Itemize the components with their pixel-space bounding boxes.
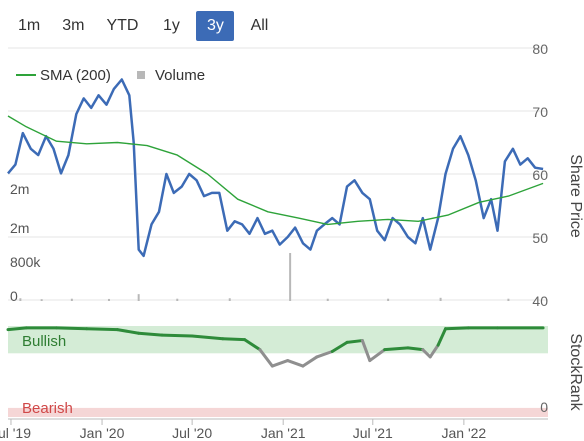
stockrank-line-segment: [221, 337, 247, 342]
stockrank-line-segment: [160, 333, 194, 338]
bearish-band: [8, 407, 548, 417]
x-tick-label: Jul '20: [172, 425, 212, 441]
x-axis: Jul '19 Jan '20 Jul '20 Jan '21 Jul '21 Jan '…: [0, 418, 548, 441]
price-axis-title: Share Price: [567, 154, 584, 238]
stockrank-line-segment: [243, 338, 262, 352]
bearish-label: Bearish: [22, 400, 73, 417]
stockrank-line-segment: [6, 326, 28, 332]
x-tick-label: Jul '19: [0, 425, 31, 441]
range-button-all[interactable]: All: [250, 17, 269, 34]
price-tick-label: 70: [532, 104, 548, 120]
volume-label: 0: [10, 288, 18, 304]
stockrank-line-segment: [315, 349, 334, 359]
share-price-line: [7, 78, 544, 258]
price-panel: 40 50 60 70 80 2m 2m 800k 0 SMA (200) Volume Share …: [7, 41, 584, 309]
volume-label: 2m: [10, 181, 29, 197]
stockrank-line-segment: [444, 326, 470, 331]
volume-bar: [70, 298, 73, 301]
price-tick-label: 40: [532, 293, 548, 309]
stockrank-line-segment: [301, 355, 319, 368]
sma-200-line: [7, 115, 544, 226]
range-button-ytd[interactable]: YTD: [106, 17, 139, 34]
stockrank-line-segment: [406, 346, 425, 352]
stockrank-line-segment: [368, 348, 387, 363]
stockrank-line-segment: [115, 328, 141, 335]
range-button-3y[interactable]: 3y: [196, 11, 235, 41]
volume-bar: [228, 298, 231, 301]
range-selector: 1m 3m YTD 1y 3y All: [10, 10, 284, 42]
legend-volume-label: Volume: [155, 67, 205, 84]
legend-volume-swatch: [137, 71, 145, 79]
stockrank-line-segment: [270, 359, 290, 368]
stockrank-axis-title: StockRank: [567, 333, 584, 411]
stockrank-panel: BullishBearish1000StockRank: [6, 326, 584, 417]
volume-label: 800k: [10, 254, 41, 270]
volume-bar: [19, 298, 22, 301]
range-button-3m[interactable]: 3m: [62, 17, 85, 34]
volume-bar: [439, 297, 442, 301]
stockrank-line-segment: [360, 339, 372, 363]
stockrank-line-segment: [55, 326, 89, 331]
volume-bar: [326, 298, 329, 301]
stockrank-line-segment: [258, 348, 274, 368]
price-tick-label: 60: [532, 167, 548, 183]
stockrank-line-segment: [190, 334, 225, 341]
stockrank-line-segment: [383, 346, 410, 352]
price-tick-label: 50: [532, 230, 548, 246]
stockrank-line-segment: [345, 339, 364, 344]
stockrank-line-segment: [85, 327, 119, 332]
stockrank-line-segment: [421, 348, 432, 359]
rank-tick-label: 0: [540, 399, 548, 415]
volume-bar: [507, 298, 510, 301]
stockrank-line-segment: [436, 327, 448, 347]
bullish-label: Bullish: [22, 333, 66, 350]
volume-bar: [107, 298, 110, 301]
x-tick-label: Jan '20: [80, 425, 125, 441]
legend-sma-label: SMA (200): [40, 67, 111, 84]
volume-bar: [289, 253, 292, 301]
volume-bar: [176, 298, 179, 301]
stockrank-line-segment: [330, 340, 349, 353]
range-button-1y[interactable]: 1y: [163, 17, 180, 34]
volume-bar: [137, 294, 140, 301]
volume-bar: [387, 298, 390, 301]
x-tick-label: Jan '22: [441, 425, 486, 441]
stockrank-line-segment: [286, 359, 305, 368]
range-button-1m[interactable]: 1m: [18, 17, 41, 34]
price-tick-label: 80: [532, 41, 548, 57]
stockrank-line-segment: [137, 331, 164, 337]
volume-label: 2m: [10, 220, 29, 236]
stockrank-line-segment: [428, 343, 440, 359]
x-tick-label: Jul '21: [353, 425, 393, 441]
volume-bar: [40, 299, 43, 301]
x-tick-label: Jan '21: [261, 425, 306, 441]
